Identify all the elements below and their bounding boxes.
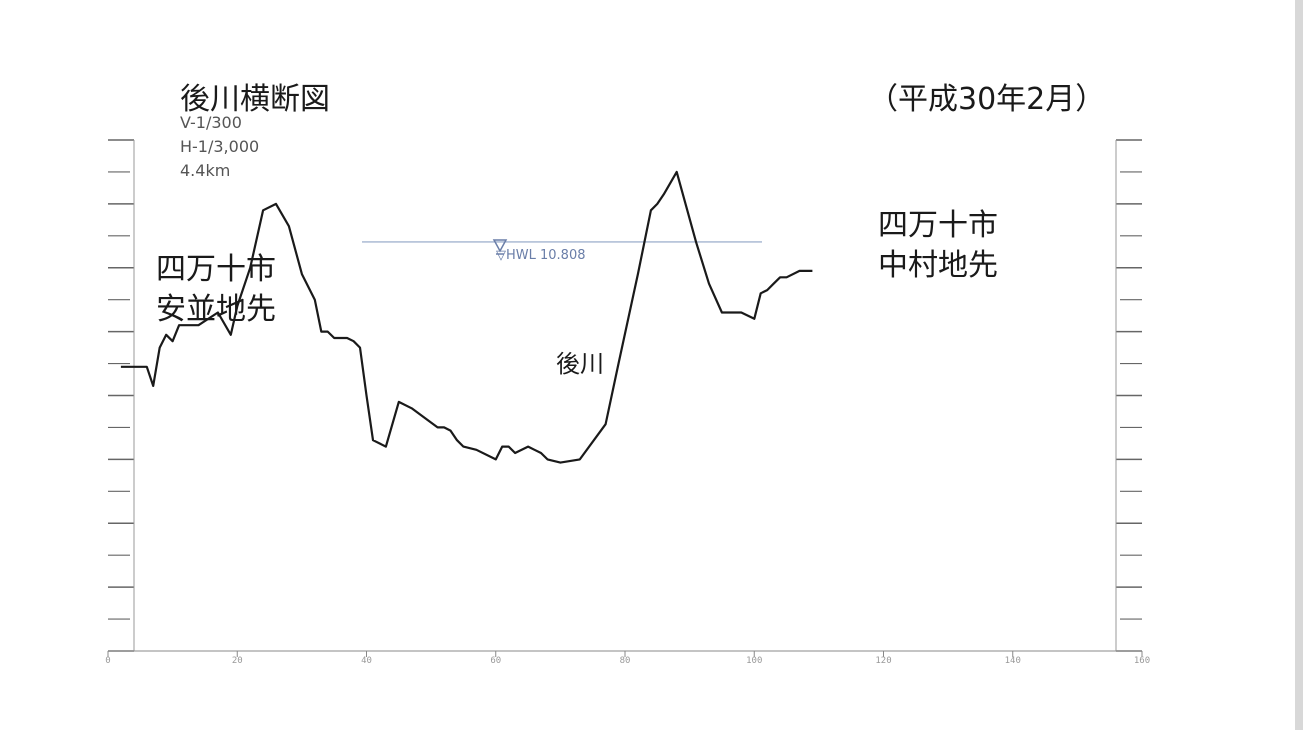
vertical-scale: V-1/300 xyxy=(180,113,242,132)
horizontal-scale: H-1/3,000 xyxy=(180,137,260,156)
x-tick-label-60: 60 xyxy=(490,656,501,666)
x-tick-label-140: 140 xyxy=(1005,656,1021,666)
right-bank-label: 四万十市 中村地先 xyxy=(878,206,998,286)
right-bank-line2: 中村地先 xyxy=(878,248,998,283)
window-edge xyxy=(1295,0,1303,730)
x-tick-label-20: 20 xyxy=(232,656,243,666)
bottom-axis-ticks: 0 20 40 60 80 100 120 140 160 xyxy=(105,651,1150,666)
x-tick-label-80: 80 xyxy=(620,656,631,666)
x-tick-label-40: 40 xyxy=(361,656,372,666)
left-bank-label: 四万十市 安並地先 xyxy=(156,250,276,330)
left-bank-line1: 四万十市 xyxy=(156,252,276,287)
river-name-label: 後川 xyxy=(556,350,604,378)
chart-title: 後川横断図 xyxy=(180,82,330,117)
right-bank-line1: 四万十市 xyxy=(878,208,998,243)
water-level-label: ▽HWL 10.808 xyxy=(496,248,586,263)
x-tick-label-100: 100 xyxy=(746,656,762,666)
x-tick-label-120: 120 xyxy=(875,656,891,666)
left-bank-line2: 安並地先 xyxy=(156,292,276,327)
survey-date: （平成30年2月） xyxy=(868,82,1106,117)
x-tick-label-0: 0 xyxy=(105,656,110,666)
ground-profile-line xyxy=(120,170,813,464)
left-axis-ticks xyxy=(108,139,135,652)
x-tick-label-160: 160 xyxy=(1134,656,1150,666)
water-level-marker-icon xyxy=(492,239,508,255)
distance-marker: 4.4km xyxy=(180,161,231,180)
right-axis-ticks xyxy=(1115,139,1142,652)
